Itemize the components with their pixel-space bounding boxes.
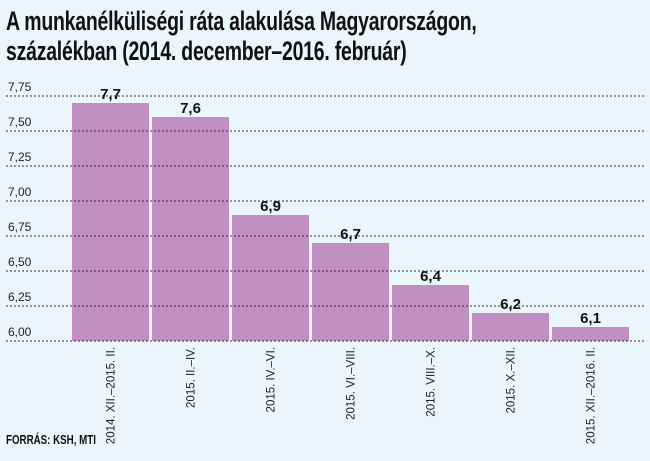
x-tick-label: 2015. X.–XII. xyxy=(506,347,518,414)
data-label: 6,1 xyxy=(580,310,601,327)
x-tick-label: 2015. II.–IV. xyxy=(186,347,198,408)
bar xyxy=(392,285,469,341)
x-tick-label: 2015. XII.–2016. II. xyxy=(586,347,598,444)
x-tick-label: 2015. IV.–VI. xyxy=(266,347,278,412)
bar xyxy=(72,103,149,341)
y-tick-label: 6,50 xyxy=(8,255,32,269)
y-tick-label: 7,50 xyxy=(8,115,32,129)
chart-title: A munkanélküliségi ráta alakulása Magyar… xyxy=(6,6,650,66)
source-note: FORRÁS: KSH, MTI xyxy=(6,432,96,447)
data-label: 7,7 xyxy=(100,86,121,103)
title-line-1: A munkanélküliségi ráta alakulása Magyar… xyxy=(6,6,477,36)
data-label: 7,6 xyxy=(180,100,201,117)
bar xyxy=(312,243,389,341)
data-label: 6,4 xyxy=(420,268,442,285)
data-label: 6,9 xyxy=(260,198,281,215)
x-tick-label: 2015. VIII.–X. xyxy=(426,347,438,417)
x-tick-label: 2014. XII.–2015. II. xyxy=(106,347,118,444)
bar xyxy=(232,215,309,341)
y-tick-label: 6,75 xyxy=(8,220,32,234)
bar xyxy=(552,327,629,341)
y-tick-label: 7,25 xyxy=(8,150,32,164)
y-tick-label: 7,75 xyxy=(8,80,32,94)
y-tick-label: 6,00 xyxy=(8,325,32,339)
y-tick-label: 6,25 xyxy=(8,290,32,304)
y-tick-label: 7,00 xyxy=(8,185,32,199)
bar xyxy=(152,117,229,341)
title-line-2: százalékban (2014. december–2016. februá… xyxy=(6,36,407,66)
data-label: 6,2 xyxy=(500,296,521,313)
x-tick-label: 2015. VI.–VIII. xyxy=(346,347,358,420)
bar xyxy=(472,313,549,341)
data-label: 6,7 xyxy=(340,226,361,243)
